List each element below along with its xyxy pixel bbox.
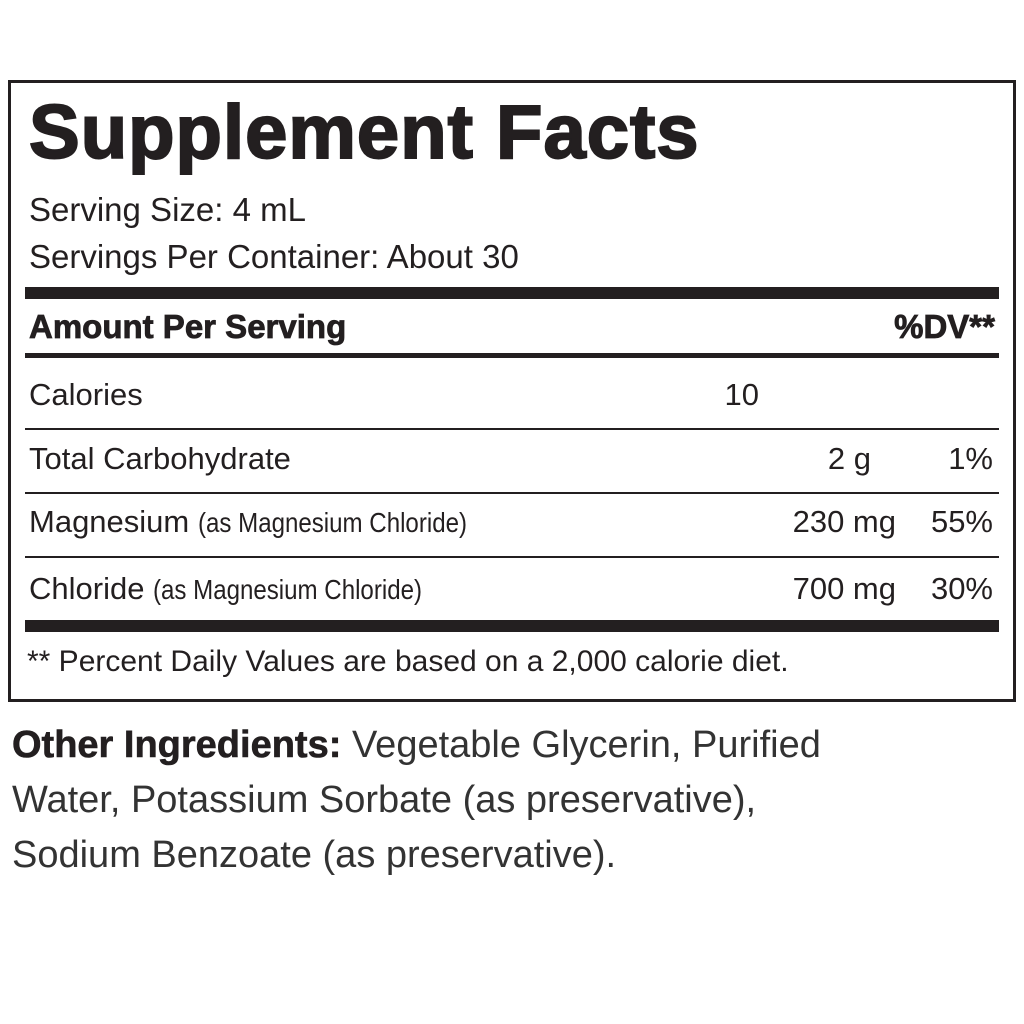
row-rule xyxy=(25,556,999,558)
header-dv: %DV** xyxy=(894,308,996,346)
thick-rule xyxy=(25,287,999,299)
row-dv: 55% xyxy=(930,504,993,539)
row-rule xyxy=(25,428,999,430)
facts-panel: Supplement Facts Serving Size: 4 mL Serv… xyxy=(8,80,1016,702)
header-amount: Amount Per Serving xyxy=(29,308,347,346)
row-amount: 230 mg xyxy=(792,504,896,539)
other-ingredients-label: Other Ingredients: xyxy=(12,724,342,767)
row-amount: 700 mg xyxy=(792,571,896,606)
servings-per-container: Servings Per Container: About 30 xyxy=(29,238,519,275)
serving-size: Serving Size: 4 mL xyxy=(29,191,306,228)
nutrient-detail: (as Magnesium Chloride) xyxy=(153,574,423,605)
other-ingredients-text: Vegetable Glycerin, Purified Water, Pota… xyxy=(12,724,821,876)
thick-rule xyxy=(25,620,999,632)
other-ingredients: Other Ingredients: Vegetable Glycerin, P… xyxy=(12,718,832,883)
footnote: ** Percent Daily Values are based on a 2… xyxy=(27,645,789,678)
nutrient: Magnesium xyxy=(29,504,190,539)
title: Supplement Facts xyxy=(28,89,700,176)
row-amount: 10 xyxy=(724,377,759,412)
medium-rule xyxy=(25,353,999,358)
row-name: Calories xyxy=(29,377,143,412)
row-dv: 30% xyxy=(930,571,993,606)
nutrient-detail: (as Magnesium Chloride) xyxy=(197,507,467,538)
row-dv: 1% xyxy=(948,441,993,476)
row-name: Chloride (as Magnesium Chloride) xyxy=(29,571,466,607)
nutrient: Chloride xyxy=(29,571,145,606)
row-rule xyxy=(25,492,999,494)
row-name: Magnesium (as Magnesium Chloride) xyxy=(29,504,511,540)
row-amount: 2 g xyxy=(827,441,871,476)
row-name: Total Carbohydrate xyxy=(29,441,291,476)
